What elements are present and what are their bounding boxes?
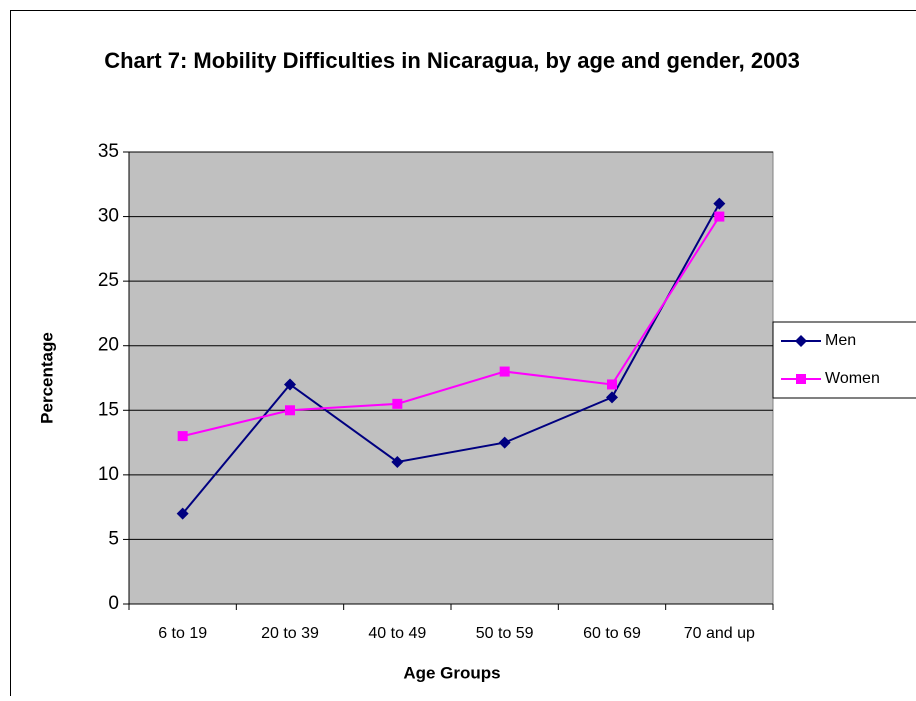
y-tick-label: 20 xyxy=(98,335,119,356)
x-tick-label: 6 to 19 xyxy=(158,625,207,642)
y-tick-label: 15 xyxy=(98,399,119,420)
x-tick-label: 60 to 69 xyxy=(583,625,641,642)
legend-marker xyxy=(796,374,806,384)
plot-area xyxy=(129,152,773,604)
marker xyxy=(392,399,402,409)
x-axis-title: Age Groups xyxy=(403,663,500,682)
marker xyxy=(714,212,724,222)
y-axis-title: Percentage xyxy=(37,332,56,424)
marker xyxy=(178,431,188,441)
marker xyxy=(500,367,510,377)
y-tick-label: 35 xyxy=(98,141,119,162)
chart-title: Chart 7: Mobility Difficulties in Nicara… xyxy=(104,48,800,73)
legend-label: Men xyxy=(825,332,856,349)
y-tick-label: 30 xyxy=(98,206,119,227)
legend-label: Women xyxy=(825,370,880,387)
y-tick-label: 5 xyxy=(108,528,119,549)
marker xyxy=(285,405,295,415)
y-tick-label: 0 xyxy=(108,593,119,614)
x-tick-label: 70 and up xyxy=(684,625,755,642)
title-line: Chart 7: Mobility Difficulties in Nicara… xyxy=(104,48,800,73)
y-tick-label: 25 xyxy=(98,270,119,291)
x-tick-label: 40 to 49 xyxy=(368,625,426,642)
x-tick-label: 20 to 39 xyxy=(261,625,319,642)
y-tick-label: 10 xyxy=(98,464,119,485)
marker xyxy=(607,379,617,389)
x-tick-label: 50 to 59 xyxy=(476,625,534,642)
